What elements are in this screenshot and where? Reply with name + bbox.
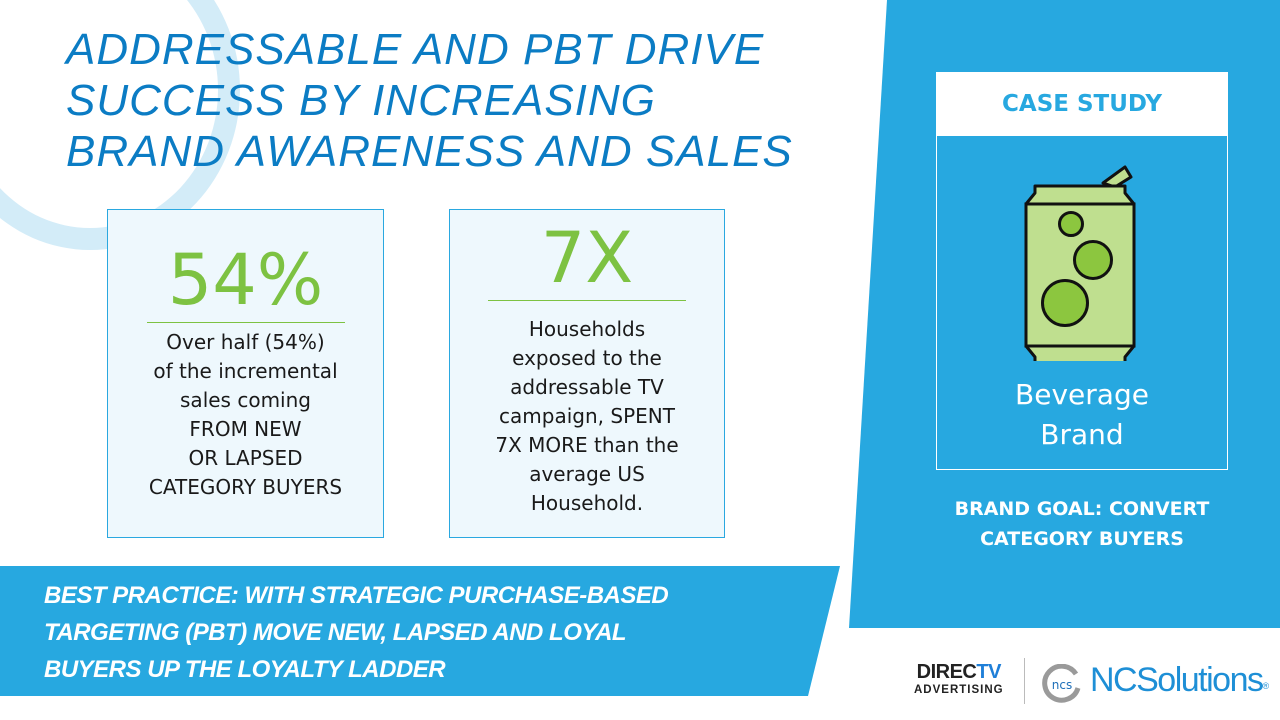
stat-line: exposed to the bbox=[512, 346, 662, 370]
title-line: SUCCESS BY INCREASING bbox=[66, 76, 656, 125]
stat-card-7x: 7X Households exposed to the addressable… bbox=[449, 209, 725, 538]
divider bbox=[146, 322, 345, 323]
stat-line: Households bbox=[528, 317, 646, 341]
title-line: ADDRESSABLE AND PBT DRIVE bbox=[66, 25, 765, 74]
directv-wordmark: DIREC bbox=[916, 661, 977, 683]
stat-line: Household. bbox=[530, 491, 644, 515]
ncs-wordmark-text: NCSolutions bbox=[1090, 661, 1264, 699]
directv-subtitle: ADVERTISING bbox=[914, 684, 1004, 696]
stat-line: FROM NEW bbox=[189, 417, 302, 441]
stat-card-54-percent: 54% Over half (54%) of the incremental s… bbox=[107, 209, 384, 538]
label-line: Brand bbox=[1040, 418, 1124, 451]
label-line: Beverage bbox=[1015, 378, 1149, 411]
divider bbox=[488, 300, 686, 301]
stat-description: Households exposed to the addressable TV… bbox=[450, 315, 724, 518]
brand-goal: BRAND GOAL: CONVERT CATEGORY BUYERS bbox=[936, 494, 1228, 554]
case-study-header: CASE STUDY bbox=[937, 73, 1227, 136]
goal-line: CATEGORY BUYERS bbox=[980, 528, 1184, 550]
logo-divider bbox=[1024, 658, 1025, 704]
stat-line: of the incremental bbox=[153, 359, 338, 383]
banner-line: TARGETING (PBT) MOVE NEW, LAPSED AND LOY… bbox=[44, 619, 627, 646]
ncs-badge-icon: ncs bbox=[1042, 664, 1081, 703]
directv-wordmark-tv: TV bbox=[976, 661, 1001, 683]
banner-line: BUYERS UP THE LOYALTY LADDER bbox=[44, 656, 446, 683]
partner-logos: DIRECTV ADVERTISING ncs NCSolutions® bbox=[900, 650, 1280, 710]
best-practice-text: BEST PRACTICE: WITH STRATEGIC PURCHASE-B… bbox=[44, 577, 669, 688]
banner-line: BEST PRACTICE: WITH STRATEGIC PURCHASE-B… bbox=[44, 582, 669, 609]
stat-line: 7X MORE than the bbox=[495, 433, 679, 457]
case-study-brand-label: Beverage Brand bbox=[937, 375, 1227, 455]
ncs-badge-text: ncs bbox=[1052, 678, 1072, 692]
directv-advertising-logo: DIRECTV ADVERTISING bbox=[914, 662, 1004, 698]
stat-value: 54% bbox=[167, 239, 324, 321]
title-line: BRAND AWARENESS AND SALES bbox=[66, 127, 793, 176]
stat-line: Over half (54%) bbox=[166, 330, 325, 354]
stat-line: addressable TV bbox=[510, 375, 664, 399]
ncsolutions-wordmark: NCSolutions® bbox=[1090, 660, 1269, 700]
stat-description: Over half (54%) of the incremental sales… bbox=[108, 328, 383, 502]
goal-line: BRAND GOAL: CONVERT bbox=[954, 498, 1210, 520]
stat-value: 7X bbox=[540, 217, 634, 299]
stat-line: CATEGORY BUYERS bbox=[148, 475, 343, 499]
registered-mark: ® bbox=[1262, 681, 1269, 691]
stat-line: campaign, SPENT bbox=[499, 404, 675, 428]
stat-line: OR LAPSED bbox=[188, 446, 303, 470]
case-study-card: CASE STUDY Beverage Brand bbox=[936, 72, 1228, 470]
stat-line: sales coming bbox=[180, 388, 311, 412]
soda-can-icon bbox=[1024, 165, 1136, 361]
stat-line: average US bbox=[529, 462, 645, 486]
page-title: ADDRESSABLE AND PBT DRIVE SUCCESS BY INC… bbox=[66, 24, 846, 177]
